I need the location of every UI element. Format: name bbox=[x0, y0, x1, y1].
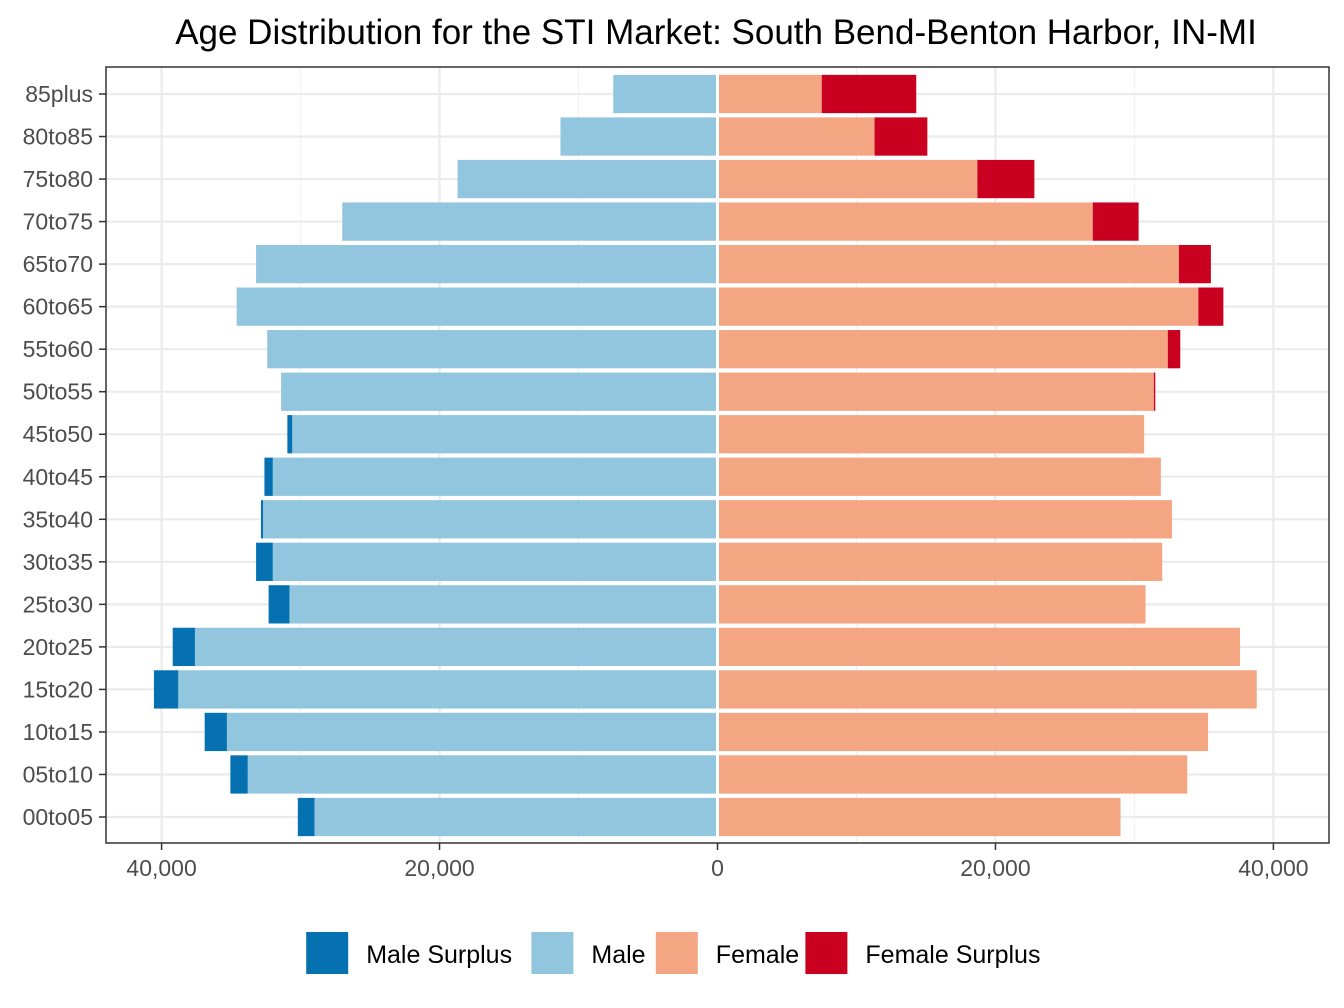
legend-label-female-surplus: Female Surplus bbox=[865, 941, 1040, 969]
bar-male-surplus-00to05 bbox=[297, 797, 315, 837]
bar-female-surplus-85plus bbox=[821, 74, 917, 114]
legend-key-male bbox=[531, 932, 574, 974]
y-tick-label: 20to25 bbox=[23, 634, 93, 660]
x-tick-label: 40,000 bbox=[126, 855, 196, 881]
bar-female-35to40 bbox=[717, 500, 1172, 539]
bar-male-70to75 bbox=[342, 202, 718, 241]
bar-male-40to45 bbox=[272, 457, 718, 496]
bar-male-55to60 bbox=[267, 330, 718, 369]
bar-female-20to25 bbox=[717, 627, 1241, 667]
y-tick-label: 75to80 bbox=[23, 166, 93, 192]
y-tick-label: 15to20 bbox=[23, 676, 93, 702]
bar-male-surplus-40to45 bbox=[264, 457, 273, 496]
y-tick-label: 35to40 bbox=[23, 506, 93, 532]
bar-male-surplus-30to35 bbox=[256, 542, 273, 581]
bar-female-surplus-80to85 bbox=[874, 117, 928, 156]
bar-female-05to10 bbox=[717, 755, 1188, 794]
x-tick-label: 20,000 bbox=[404, 855, 474, 881]
bar-male-35to40 bbox=[263, 500, 718, 539]
bar-male-45to50 bbox=[292, 415, 718, 454]
bar-male-30to35 bbox=[272, 542, 718, 581]
y-tick-label: 60to65 bbox=[23, 294, 93, 320]
bar-female-15to20 bbox=[717, 670, 1257, 709]
y-tick-label: 80to85 bbox=[23, 124, 93, 150]
bar-female-55to60 bbox=[717, 330, 1168, 369]
bars bbox=[153, 74, 1257, 837]
y-axis: 00to05 05to10 10to15 15to20 20to25 25to30 30to… bbox=[23, 81, 106, 830]
bar-male-25to30 bbox=[289, 585, 718, 624]
y-tick-label: 55to60 bbox=[23, 336, 93, 362]
legend-key-female-surplus bbox=[805, 932, 848, 974]
x-tick-label: 40,000 bbox=[1238, 855, 1308, 881]
y-tick-label: 45to50 bbox=[23, 421, 93, 447]
bar-female-40to45 bbox=[717, 457, 1161, 496]
bar-female-00to05 bbox=[717, 797, 1121, 837]
y-tick-label: 00to05 bbox=[23, 804, 93, 830]
legend-label-male-surplus: Male Surplus bbox=[366, 941, 512, 969]
bar-male-65to70 bbox=[256, 244, 718, 284]
bar-male-surplus-20to25 bbox=[172, 627, 195, 667]
bar-female-50to55 bbox=[717, 372, 1154, 411]
legend-label-male: Male bbox=[591, 941, 645, 969]
y-tick-label: 50to55 bbox=[23, 379, 93, 405]
bar-female-surplus-65to70 bbox=[1178, 244, 1211, 284]
y-tick-label: 85plus bbox=[25, 81, 93, 107]
x-tick-label: 20,000 bbox=[960, 855, 1030, 881]
bar-female-45to50 bbox=[717, 415, 1145, 454]
y-tick-label: 05to10 bbox=[23, 761, 93, 787]
bar-male-75to80 bbox=[457, 159, 718, 199]
y-tick-label: 40to45 bbox=[23, 464, 93, 490]
bar-male-20to25 bbox=[194, 627, 718, 667]
bar-female-10to15 bbox=[717, 712, 1209, 752]
bar-female-surplus-60to65 bbox=[1198, 287, 1224, 326]
bar-female-surplus-70to75 bbox=[1092, 202, 1139, 241]
chart-title: Age Distribution for the STI Market: Sou… bbox=[175, 13, 1257, 52]
bar-male-surplus-45to50 bbox=[287, 415, 293, 454]
bar-male-surplus-35to40 bbox=[260, 500, 264, 539]
x-axis: 40,000 20,000 0 20,000 40,000 bbox=[126, 843, 1309, 881]
bar-female-surplus-75to80 bbox=[977, 159, 1035, 199]
bar-female-surplus-55to60 bbox=[1167, 330, 1181, 369]
y-tick-label: 65to70 bbox=[23, 251, 93, 277]
y-tick-label: 70to75 bbox=[23, 209, 93, 235]
bar-female-75to80 bbox=[717, 159, 978, 199]
bar-male-15to20 bbox=[178, 670, 718, 709]
bar-male-10to15 bbox=[226, 712, 718, 752]
y-tick-label: 10to15 bbox=[23, 719, 93, 745]
bar-female-80to85 bbox=[717, 117, 875, 156]
bar-male-surplus-05to10 bbox=[230, 755, 248, 794]
bar-female-60to65 bbox=[717, 287, 1199, 326]
bar-female-65to70 bbox=[717, 244, 1179, 284]
bar-male-50to55 bbox=[281, 372, 718, 411]
bar-female-70to75 bbox=[717, 202, 1093, 241]
legend-key-male-surplus bbox=[306, 932, 349, 974]
bar-female-25to30 bbox=[717, 585, 1146, 624]
bar-male-surplus-25to30 bbox=[268, 585, 290, 624]
bar-male-05to10 bbox=[247, 755, 718, 794]
bar-female-85plus bbox=[717, 74, 822, 114]
bar-female-surplus-50to55 bbox=[1153, 372, 1156, 411]
legend-key-female bbox=[655, 932, 698, 974]
legend: Male Surplus Male Female Female Surplus bbox=[306, 932, 1040, 974]
y-tick-label: 25to30 bbox=[23, 591, 93, 617]
bar-male-60to65 bbox=[236, 287, 718, 326]
bar-female-30to35 bbox=[717, 542, 1163, 581]
x-tick-label: 0 bbox=[711, 855, 724, 881]
legend-label-female: Female bbox=[716, 941, 799, 969]
bar-male-00to05 bbox=[314, 797, 718, 837]
y-tick-label: 30to35 bbox=[23, 549, 93, 575]
bar-male-surplus-15to20 bbox=[153, 670, 179, 709]
bar-male-surplus-10to15 bbox=[204, 712, 227, 752]
bar-male-80to85 bbox=[560, 117, 718, 156]
bar-male-85plus bbox=[613, 74, 718, 114]
